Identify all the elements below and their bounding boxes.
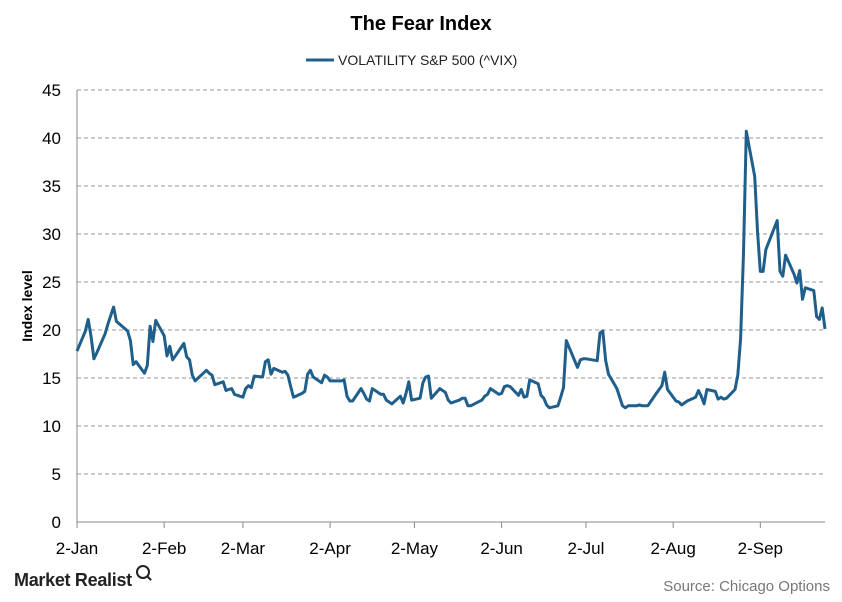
- x-tick-label: 2-Sep: [738, 539, 783, 558]
- y-tick-label: 5: [52, 465, 61, 484]
- legend-label: VOLATILITY S&P 500 (^VIX): [338, 52, 517, 68]
- y-tick-label: 35: [42, 177, 61, 196]
- magnifier-icon: [136, 565, 150, 579]
- y-tick-label: 20: [42, 321, 61, 340]
- chart-title: The Fear Index: [350, 13, 491, 35]
- y-tick-label: 40: [42, 129, 61, 148]
- y-axis-label: Index level: [19, 270, 35, 342]
- legend: VOLATILITY S&P 500 (^VIX): [306, 52, 517, 68]
- y-tick-label: 45: [42, 81, 61, 100]
- axes: [76, 90, 825, 528]
- y-tick-label: 15: [42, 369, 61, 388]
- x-tick-label: 2-Jul: [568, 539, 605, 558]
- x-tick-label: 2-Mar: [221, 539, 266, 558]
- x-tick-label: 2-Jun: [480, 539, 523, 558]
- gridlines: [77, 89, 825, 475]
- y-tick-label: 25: [42, 273, 61, 292]
- x-tick-label: 2-May: [391, 539, 439, 558]
- y-tick-label: 0: [52, 513, 61, 532]
- x-tick-label: 2-Jan: [56, 539, 99, 558]
- y-tick-label: 30: [42, 225, 61, 244]
- x-tick-label: 2-Apr: [309, 539, 351, 558]
- y-tick-labels: 0 5 10 15 20 25 30 35 40 45: [42, 81, 61, 532]
- series-line-0: [75, 129, 827, 410]
- source-note: Source: Chicago Options: [663, 578, 830, 595]
- x-tick-label: 2-Aug: [650, 539, 695, 558]
- series-lines: [75, 129, 827, 410]
- brand-logo: Market Realist: [14, 570, 132, 590]
- x-tick-labels: 2-Jan 2-Feb 2-Mar 2-Apr 2-May 2-Jun 2-Jul 2-Aug…: [56, 539, 783, 558]
- y-tick-label: 10: [42, 417, 61, 436]
- x-tick-label: 2-Feb: [142, 539, 186, 558]
